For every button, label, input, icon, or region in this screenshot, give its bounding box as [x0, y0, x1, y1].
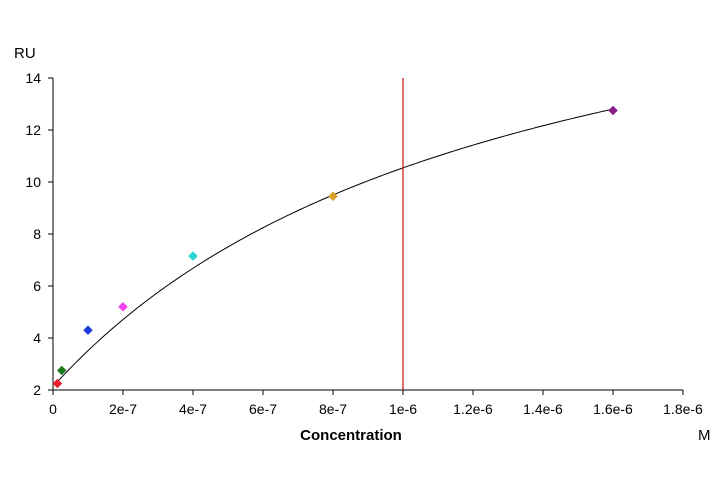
- x-tick-label: 1e-6: [389, 401, 417, 417]
- y-tick-label: 4: [33, 330, 41, 346]
- y-tick-label: 8: [33, 226, 41, 242]
- x-tick-label: 8e-7: [319, 401, 347, 417]
- x-tick-label: 4e-7: [179, 401, 207, 417]
- data-point: [608, 105, 618, 116]
- data-point: [56, 365, 67, 376]
- y-tick-label: 14: [25, 70, 41, 86]
- data-point: [83, 325, 93, 336]
- data-point: [52, 378, 63, 389]
- x-tick-label: 1.6e-6: [593, 401, 633, 417]
- data-point: [118, 301, 128, 312]
- x-tick-label: 1.2e-6: [453, 401, 493, 417]
- fit-curve: [57, 108, 614, 383]
- y-tick-label: 6: [33, 278, 41, 294]
- x-tick-label: 1.8e-6: [663, 401, 703, 417]
- x-tick-label: 2e-7: [109, 401, 137, 417]
- data-point: [328, 191, 338, 202]
- x-tick-label: 6e-7: [249, 401, 277, 417]
- x-unit-label: M: [698, 427, 711, 444]
- data-point: [188, 251, 198, 261]
- y-tick-label: 2: [33, 382, 41, 398]
- x-tick-label: 1.4e-6: [523, 401, 563, 417]
- y-unit-label: RU: [14, 45, 36, 62]
- x-tick-label: 0: [49, 401, 57, 417]
- x-axis-label: Concentration: [300, 427, 402, 444]
- y-tick-label: 12: [25, 122, 41, 138]
- y-tick-label: 10: [25, 174, 41, 190]
